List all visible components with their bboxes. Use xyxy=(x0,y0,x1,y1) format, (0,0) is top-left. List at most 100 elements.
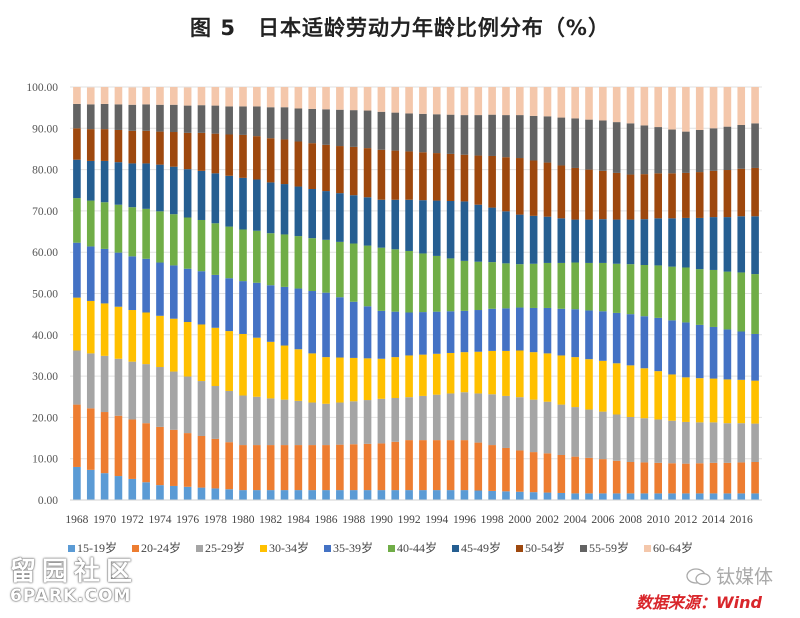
bar-segment-25-29-1978 xyxy=(211,386,220,439)
bar-segment-45-49-2005 xyxy=(585,219,593,263)
bar-segment-25-29-1989 xyxy=(363,400,372,444)
bar-segment-35-39-1975 xyxy=(169,265,178,319)
bar-segment-25-29-2007 xyxy=(612,414,621,461)
bar-segment-40-44-1969 xyxy=(86,200,95,247)
bar-segment-50-54-1979 xyxy=(225,134,233,176)
bar-segment-50-54-2010 xyxy=(654,173,663,219)
bar-segment-45-49-1970 xyxy=(100,160,109,203)
x-tick-label: 1986 xyxy=(315,514,338,526)
bar-segment-60-64-2008 xyxy=(626,87,635,124)
bar-segment-60-64-1990 xyxy=(377,87,386,112)
legend: 15-19岁 20-24岁 25-29岁 30-34岁 35-39岁 40-44岁 45-4… xyxy=(68,541,693,555)
bar-segment-60-64-2017 xyxy=(751,87,759,124)
bar-segment-50-54-2012 xyxy=(682,172,690,218)
bar-segment-40-44-1985 xyxy=(308,238,317,292)
bar-segment-20-24-1999 xyxy=(502,447,510,492)
bar-segment-50-54-1996 xyxy=(460,154,469,202)
bar-segment-30-34-1991 xyxy=(391,357,400,398)
bar-segment-60-64-1978 xyxy=(211,87,220,106)
bar-segment-60-64-1970 xyxy=(100,87,109,104)
bar-segment-15-19-1991 xyxy=(391,490,400,500)
bar-segment-60-64-1987 xyxy=(336,87,344,110)
bar-segment-55-59-1988 xyxy=(349,110,358,147)
bar-segment-35-39-2014 xyxy=(709,326,718,379)
bar-segment-25-29-1984 xyxy=(294,400,303,446)
bar-segment-55-59-1999 xyxy=(502,115,510,158)
x-tick-label: 1982 xyxy=(259,514,282,526)
bar-segment-15-19-1969 xyxy=(86,469,95,500)
bar-segment-25-29-1970 xyxy=(100,355,109,413)
bar-segment-20-24-1979 xyxy=(225,442,233,490)
x-tick-label: 1994 xyxy=(425,514,448,526)
bar-segment-55-59-1998 xyxy=(488,114,496,156)
bar-segment-55-59-2012 xyxy=(682,131,690,173)
bar-segment-60-64-1989 xyxy=(363,87,372,111)
bar-segment-20-24-1986 xyxy=(322,445,330,491)
x-tick-label: 2016 xyxy=(730,514,753,526)
y-tick-label: 0.00 xyxy=(38,495,58,507)
bar-segment-30-34-1976 xyxy=(183,321,192,377)
bar-segment-60-64-1991 xyxy=(391,87,400,113)
bar-segment-30-34-1986 xyxy=(322,357,330,404)
bar-segment-40-44-2009 xyxy=(640,265,649,317)
bar-segment-55-59-1993 xyxy=(419,113,427,153)
bar-segment-40-44-1996 xyxy=(460,260,469,311)
x-tick-label: 2014 xyxy=(702,514,725,526)
bar-segment-60-64-2010 xyxy=(654,87,663,128)
bar-segment-50-54-2006 xyxy=(599,170,607,220)
bar-segment-15-19-2017 xyxy=(751,493,759,500)
legend-label: 30-34岁 xyxy=(269,541,309,555)
bar-segment-20-24-2013 xyxy=(695,463,704,494)
bar-segment-40-44-2010 xyxy=(654,265,663,318)
bar-segment-55-59-1974 xyxy=(156,104,164,132)
bar-segment-45-49-1982 xyxy=(266,182,275,234)
bar-segment-15-19-1973 xyxy=(142,482,150,500)
bar-segment-20-24-2015 xyxy=(723,462,732,494)
bar-segment-60-64-2016 xyxy=(737,87,746,125)
bar-segment-35-39-1968 xyxy=(73,242,81,298)
bar-segment-50-54-1999 xyxy=(502,157,510,212)
bar-segment-30-34-1979 xyxy=(225,331,233,391)
bar-segment-60-64-1983 xyxy=(280,87,289,108)
bar-segment-35-39-1995 xyxy=(446,311,455,353)
bar-segment-45-49-1994 xyxy=(432,200,441,256)
bar-segment-40-44-1997 xyxy=(474,261,483,311)
legend-label: 40-44岁 xyxy=(397,541,437,555)
bar-segment-40-44-1988 xyxy=(349,243,358,302)
bar-segment-50-54-2000 xyxy=(515,158,524,215)
bar-segment-15-19-2001 xyxy=(529,492,538,500)
bar-segment-50-54-2005 xyxy=(585,169,593,220)
bar-segment-25-29-2015 xyxy=(723,423,732,463)
bar-segment-30-34-1985 xyxy=(308,353,317,403)
watermark-text: 钛媒体 xyxy=(716,566,774,588)
bar-segment-35-39-1980 xyxy=(239,281,247,334)
bar-segment-40-44-2006 xyxy=(599,262,607,312)
bar-segment-40-44-1987 xyxy=(336,241,344,298)
legend-label: 60-64岁 xyxy=(653,541,693,555)
legend-item: 35-39岁 xyxy=(324,541,373,555)
bar-segment-50-54-1982 xyxy=(266,138,275,183)
bar-segment-20-24-1973 xyxy=(142,423,150,483)
bar-segment-20-24-2000 xyxy=(515,450,524,492)
bar-segment-25-29-1973 xyxy=(142,364,150,424)
bar-segment-20-24-1993 xyxy=(419,440,427,491)
bar-segment-35-39-1997 xyxy=(474,310,483,352)
bar-segment-30-34-1968 xyxy=(73,297,81,351)
bar-segment-25-29-2009 xyxy=(640,418,649,463)
bar-segment-50-54-1977 xyxy=(197,132,206,171)
bar-segment-35-39-2017 xyxy=(751,333,759,381)
bar-segment-45-49-1996 xyxy=(460,201,469,261)
bar-segment-60-64-2015 xyxy=(723,87,732,127)
bar-segment-50-54-1984 xyxy=(294,141,303,187)
bar-segment-25-29-2017 xyxy=(751,423,759,463)
bar-segment-20-24-2007 xyxy=(612,460,621,494)
bar-segment-35-39-2009 xyxy=(640,316,649,369)
bar-segment-60-64-2014 xyxy=(709,87,718,129)
bar-segment-60-64-2002 xyxy=(543,87,552,117)
bar-segment-15-19-1970 xyxy=(100,473,109,500)
bar-segment-15-19-2013 xyxy=(695,493,704,500)
bar-segment-45-49-1969 xyxy=(86,160,95,201)
bar-segment-20-24-1970 xyxy=(100,412,109,474)
bar-segment-40-44-1986 xyxy=(322,239,330,293)
